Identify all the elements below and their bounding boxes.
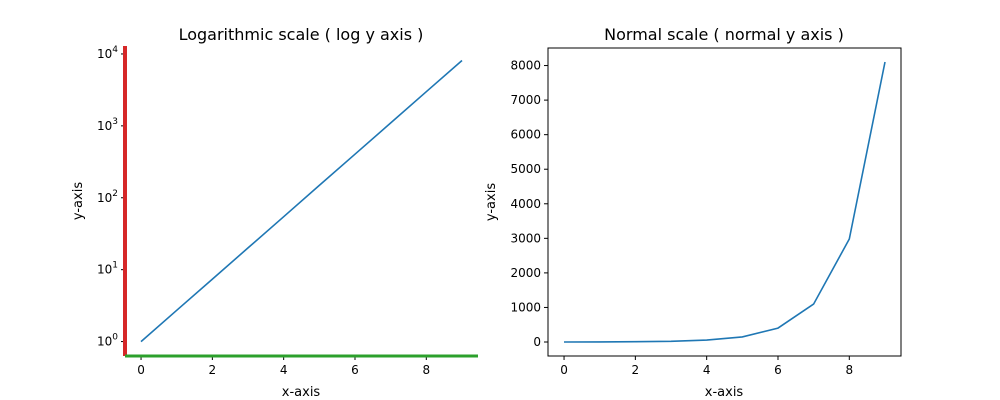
y-tick-label: 7000: [510, 93, 541, 107]
y-tick-label: 0: [533, 335, 541, 349]
y-axis-label: y-axis: [484, 183, 499, 221]
y-tick-label: 100: [97, 333, 118, 349]
series-line: [563, 61, 886, 343]
series-group: [140, 59, 463, 343]
chart-normal-scale: Normal scale ( normal y axis ) x-axis y-…: [484, 25, 902, 400]
y-tick-label: 104: [97, 45, 118, 61]
y-tick-label: 103: [97, 117, 118, 133]
x-tick-label: 0: [560, 363, 568, 377]
y-tick-label: 102: [97, 189, 118, 205]
y-tick-label: 3000: [510, 231, 541, 245]
y-tick-label: 2000: [510, 266, 541, 280]
x-axis-label: x-axis: [705, 385, 744, 400]
series-group: [563, 61, 886, 343]
chart-title: Normal scale ( normal y axis ): [604, 25, 844, 44]
y-tick-label: 6000: [510, 128, 541, 142]
x-ticks: 0 2 4 6 8: [137, 356, 430, 377]
y-tick-label: 8000: [510, 59, 541, 73]
y-tick-label: 4000: [510, 197, 541, 211]
y-tick-label: 101: [97, 261, 118, 277]
y-ticks: 100 101 102 103 104: [97, 45, 125, 349]
x-axis-label: x-axis: [282, 385, 321, 400]
x-tick-label: 2: [632, 363, 640, 377]
x-tick-label: 0: [137, 363, 145, 377]
x-tick-label: 8: [422, 363, 430, 377]
x-tick-label: 6: [774, 363, 782, 377]
x-tick-label: 4: [280, 363, 288, 377]
x-tick-label: 2: [209, 363, 217, 377]
y-tick-label: 5000: [510, 162, 541, 176]
x-tick-label: 4: [703, 363, 711, 377]
x-tick-label: 8: [845, 363, 853, 377]
chart-title: Logarithmic scale ( log y axis ): [179, 25, 424, 44]
axes-frame: [547, 47, 902, 357]
y-tick-label: 1000: [510, 300, 541, 314]
y-axis-label: y-axis: [71, 182, 86, 220]
y-ticks: 0 1000 2000 3000 4000 5000 6000 7000 8000: [510, 59, 548, 349]
x-tick-label: 6: [351, 363, 359, 377]
chart-log-scale: Logarithmic scale ( log y axis ) x-axis …: [71, 25, 478, 400]
series-line: [140, 59, 463, 343]
x-ticks: 0 2 4 6 8: [560, 356, 853, 377]
